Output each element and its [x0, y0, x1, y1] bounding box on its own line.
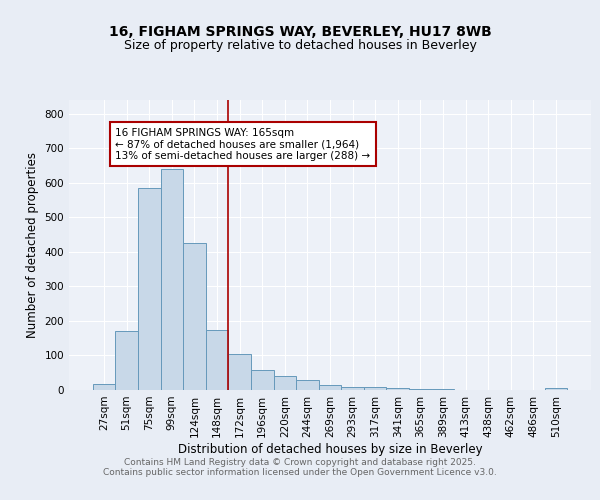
- Bar: [319, 385, 341, 390]
- Text: Size of property relative to detached houses in Beverley: Size of property relative to detached ho…: [124, 38, 476, 52]
- Y-axis label: Number of detached properties: Number of detached properties: [26, 152, 39, 338]
- Text: 16 FIGHAM SPRINGS WAY: 165sqm
← 87% of detached houses are smaller (1,964)
13% o: 16 FIGHAM SPRINGS WAY: 165sqm ← 87% of d…: [115, 128, 370, 161]
- Text: 16, FIGHAM SPRINGS WAY, BEVERLEY, HU17 8WB: 16, FIGHAM SPRINGS WAY, BEVERLEY, HU17 8…: [109, 26, 491, 40]
- Bar: [409, 388, 431, 390]
- Bar: [296, 380, 319, 390]
- Bar: [274, 376, 296, 390]
- Text: Contains public sector information licensed under the Open Government Licence v3: Contains public sector information licen…: [103, 468, 497, 477]
- Bar: [364, 387, 386, 390]
- Bar: [341, 386, 364, 390]
- Bar: [545, 388, 567, 390]
- Bar: [386, 388, 409, 390]
- Bar: [161, 169, 183, 390]
- Bar: [115, 332, 138, 390]
- Bar: [229, 354, 251, 390]
- Bar: [251, 370, 274, 390]
- Text: Contains HM Land Registry data © Crown copyright and database right 2025.: Contains HM Land Registry data © Crown c…: [124, 458, 476, 467]
- Bar: [93, 384, 115, 390]
- X-axis label: Distribution of detached houses by size in Beverley: Distribution of detached houses by size …: [178, 442, 482, 456]
- Bar: [206, 330, 229, 390]
- Bar: [138, 188, 161, 390]
- Bar: [183, 244, 206, 390]
